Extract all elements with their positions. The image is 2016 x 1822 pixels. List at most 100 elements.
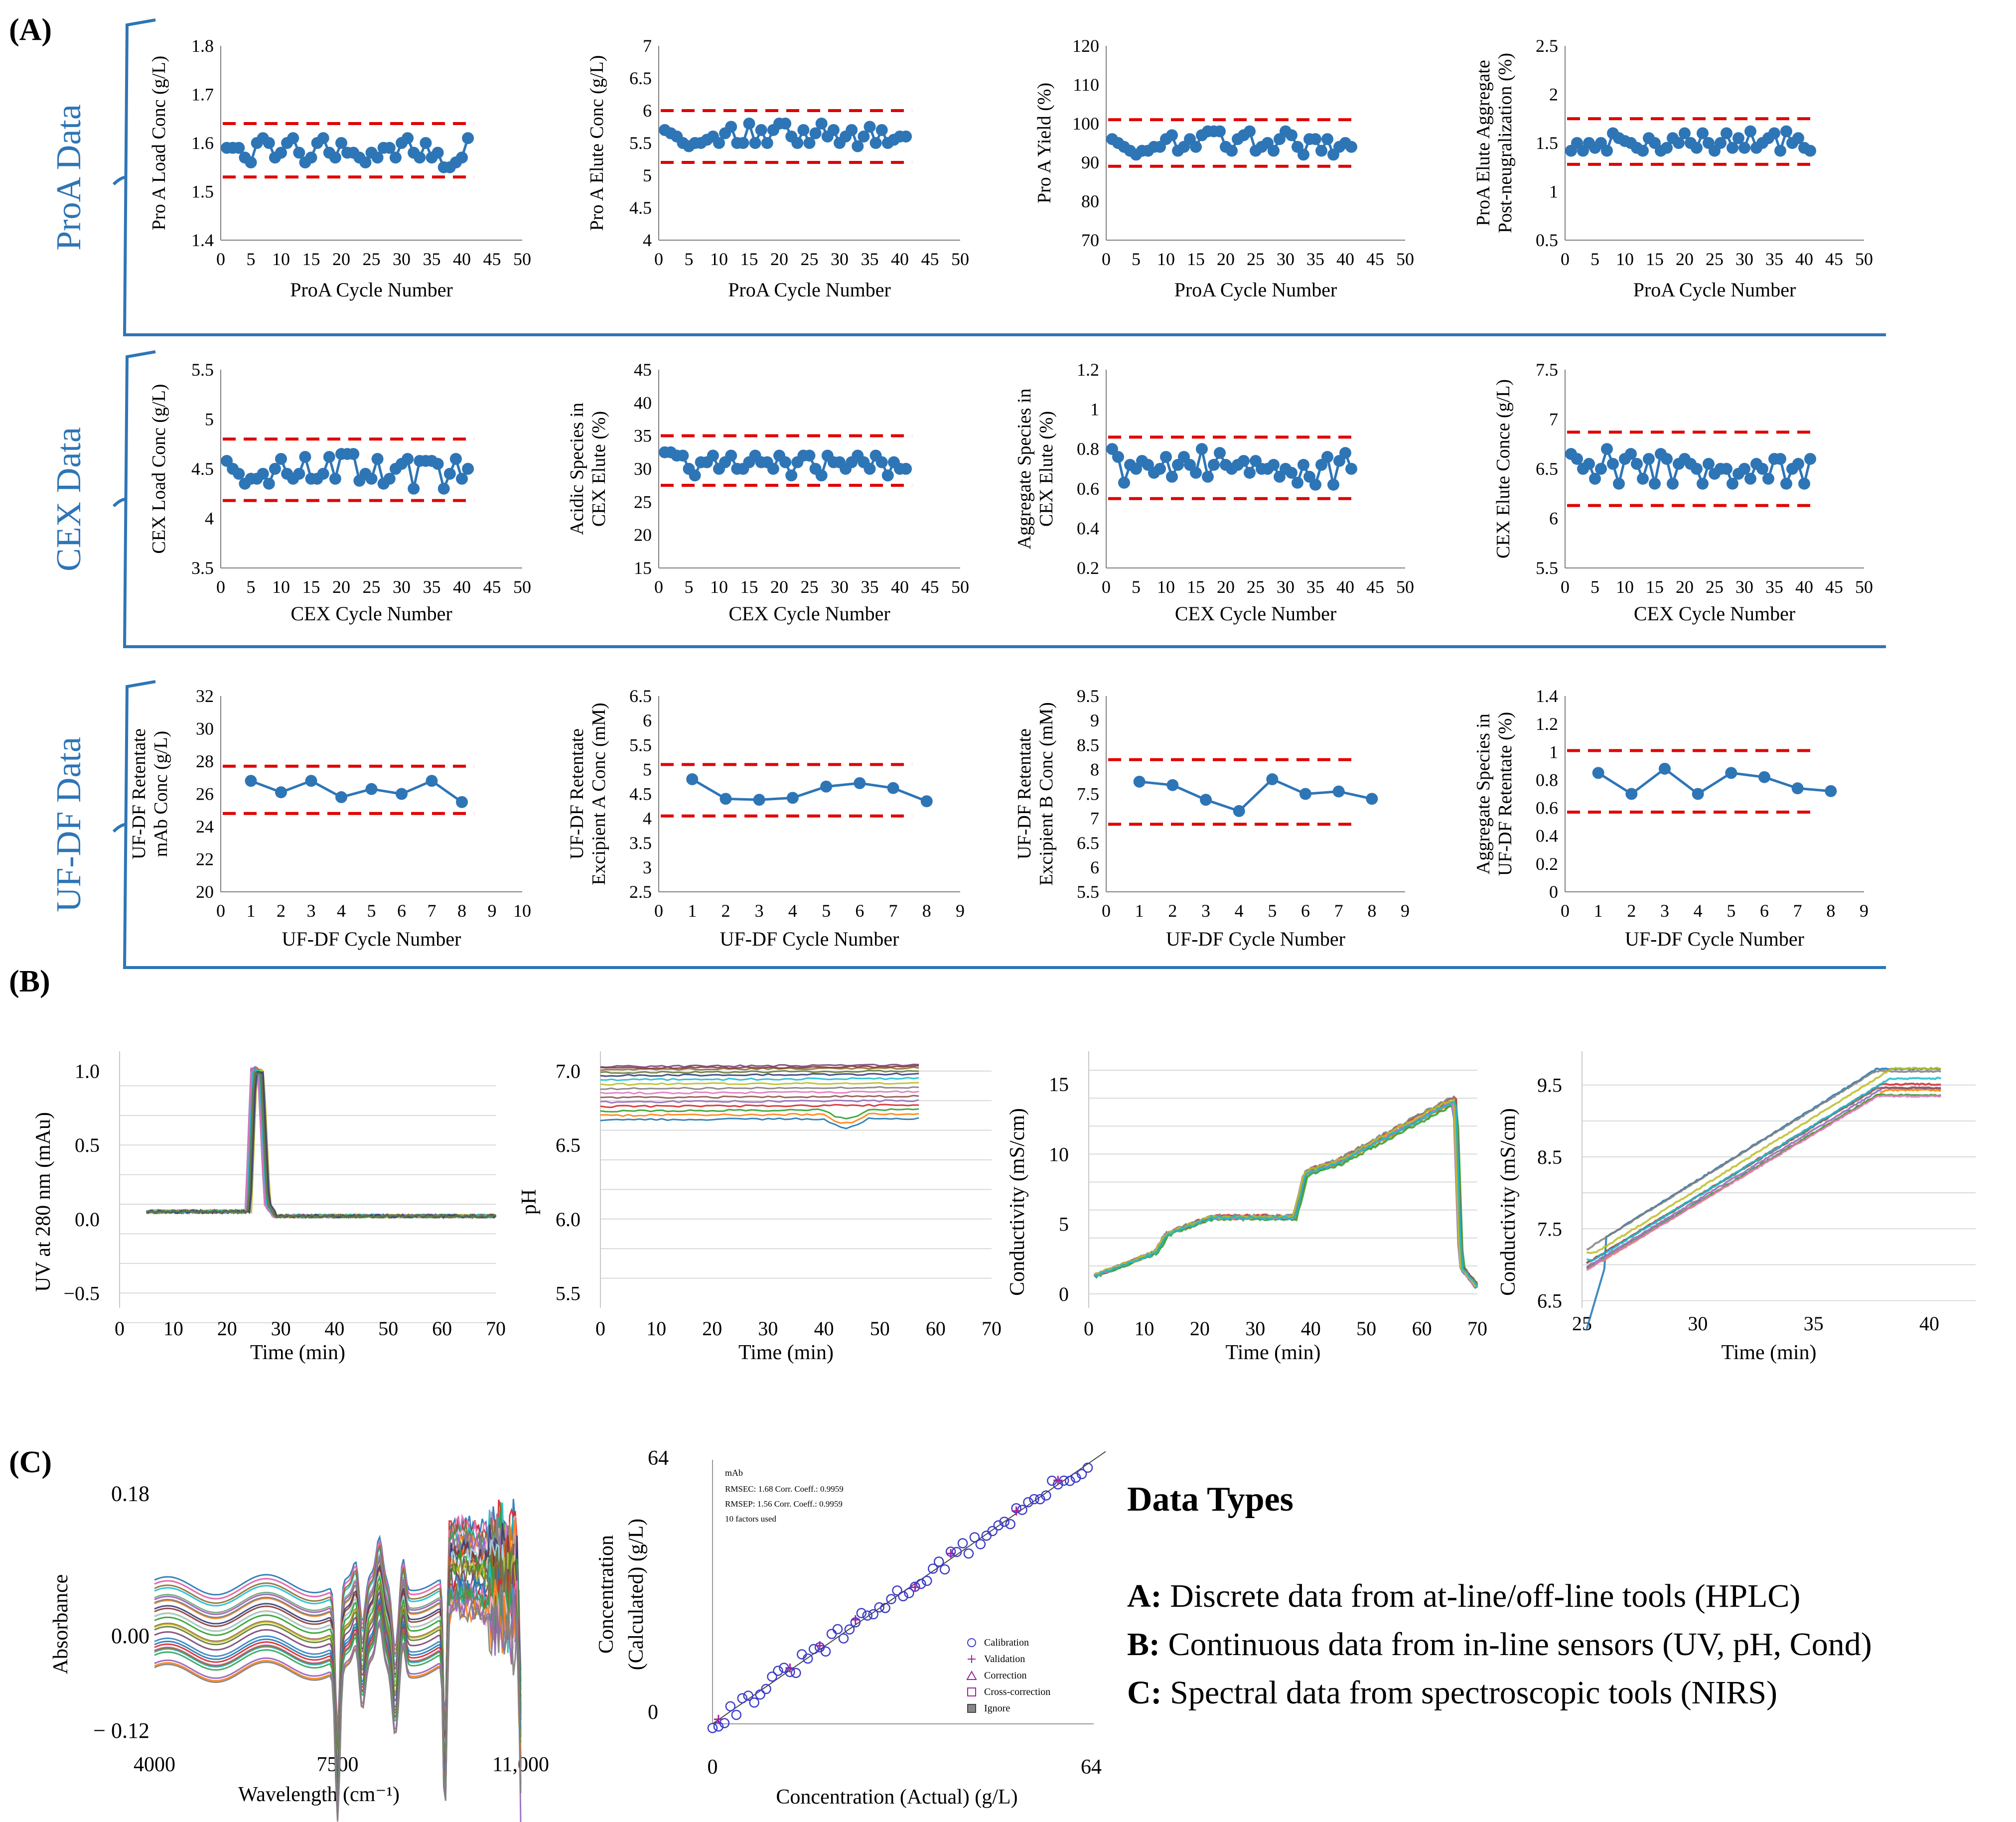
x-tick-label: 10 — [646, 1317, 666, 1340]
y-tick-label: 6 — [643, 101, 652, 121]
y-tick-label: 1 — [1090, 400, 1099, 420]
calibration-point — [773, 1666, 783, 1676]
y-tick-label: 6.0 — [556, 1208, 580, 1231]
data-point — [864, 463, 876, 475]
x-tick-label: 40 — [453, 249, 471, 269]
y-axis-label: (Calculated) (g/L) — [625, 1519, 648, 1670]
trace-line — [600, 1095, 919, 1099]
trace-line — [600, 1117, 919, 1129]
x-tick-label: 6 — [1301, 901, 1310, 921]
calibration-point — [1082, 1462, 1093, 1473]
x-tick-label: 9 — [1401, 901, 1410, 921]
x-tick-label: 20 — [770, 577, 788, 597]
group-bracket-proa: ProA Data — [50, 18, 1886, 336]
trace-line — [1586, 1093, 1942, 1269]
y-tick-label: 4 — [643, 230, 652, 250]
data-point — [329, 151, 341, 164]
x-tick-label: 40 — [891, 577, 909, 597]
calibration-point — [737, 1693, 748, 1703]
x-axis-label: CEX Cycle Number — [1175, 602, 1336, 625]
x-tick-label: 5 — [1590, 577, 1599, 597]
data-point — [767, 463, 779, 475]
y-tick-label: 1.5 — [1536, 133, 1558, 153]
trace-line — [600, 1108, 919, 1120]
trace-line — [145, 1066, 496, 1219]
x-tick-label: 15 — [1187, 249, 1205, 269]
data-point — [1697, 477, 1709, 490]
data-point — [1637, 472, 1649, 485]
data-point — [1190, 140, 1202, 153]
x-tick-label: 30 — [271, 1317, 291, 1340]
data-point — [1721, 127, 1732, 140]
data-point — [725, 121, 737, 133]
data-point — [335, 791, 347, 804]
stats-line: RMSEC: 1.68 Corr. Coeff.: 0.9959 — [725, 1484, 844, 1494]
x-tick-label: 0 — [115, 1317, 125, 1340]
y-tick-label: 0.6 — [1536, 798, 1558, 818]
x-tick-label: 3 — [307, 901, 316, 921]
trace-line — [600, 1063, 919, 1068]
y-tick-label: 25 — [634, 492, 652, 512]
y-tick-label: 0 — [648, 1701, 658, 1724]
data-point — [293, 146, 305, 159]
data-point — [1691, 463, 1703, 475]
data-point — [335, 137, 347, 149]
y-tick-label: 15 — [1049, 1073, 1069, 1096]
y-tick-label: 3 — [643, 857, 652, 877]
y-axis-label: CEX Elute (%) — [588, 411, 609, 527]
y-axis-label: UF-DF Retentate — [567, 728, 587, 859]
x-tick-label: 20 — [1676, 249, 1694, 269]
x-tick-label: 35 — [1306, 249, 1324, 269]
data-point — [1309, 478, 1321, 491]
calibration-point — [928, 1563, 938, 1574]
chart-a3: 70 80 90 100 110 120 0 5 10 15 20 25 30 35 40 45 50 ProA … — [1034, 36, 1414, 301]
x-tick-label: 30 — [758, 1317, 778, 1340]
data-point — [233, 467, 245, 480]
y-tick-label: 80 — [1081, 191, 1099, 211]
x-tick-label: 35 — [1765, 577, 1783, 597]
x-tick-label: 0 — [1102, 901, 1111, 921]
data-point — [389, 151, 402, 164]
y-tick-label: 35 — [634, 426, 652, 446]
x-tick-label: 40 — [1795, 249, 1813, 269]
chart-a1: 1.4 1.5 1.6 1.7 1.8 0 5 10 15 20 25 30 35 40 45 50 ProA … — [148, 36, 531, 301]
data-point — [293, 467, 305, 480]
y-tick-label: 1.2 — [1536, 714, 1558, 734]
x-tick-label: 10 — [272, 577, 290, 597]
trace-line — [1094, 1098, 1478, 1288]
y-tick-label: 0.6 — [1077, 479, 1099, 499]
data-point — [456, 796, 468, 808]
x-axis-label: CEX Cycle Number — [1634, 602, 1795, 625]
data-point — [887, 782, 899, 794]
data-point — [737, 137, 749, 149]
x-tick-label: 50 — [951, 577, 969, 597]
calibration-point — [898, 1591, 908, 1602]
calibration-point — [755, 1689, 765, 1700]
x-tick-label: 20 — [332, 249, 350, 269]
data-point — [743, 118, 755, 130]
x-tick-label: 35 — [423, 577, 441, 597]
calibration-point — [951, 1546, 962, 1557]
x-tick-label: 15 — [1646, 249, 1664, 269]
data-point — [1366, 793, 1378, 805]
data-point — [1266, 773, 1279, 786]
legend: Calibration Validation Correction Cross-cor… — [966, 1637, 1050, 1714]
y-tick-label: 9 — [1090, 710, 1099, 730]
data-point — [1643, 453, 1655, 465]
data-point — [1592, 767, 1604, 779]
stats-line: 10 factors used — [725, 1514, 776, 1524]
y-tick-label: 6.5 — [1077, 833, 1099, 853]
x-axis-label: Wavelength (cm⁻¹) — [238, 1783, 400, 1806]
data-point — [881, 469, 894, 482]
bracket-line — [123, 680, 1886, 969]
y-axis-label: UF-DF Retentate — [129, 728, 149, 859]
data-point — [371, 151, 384, 164]
x-tick-label: 30 — [831, 577, 849, 597]
x-tick-label: 6 — [1760, 901, 1769, 921]
trace-line — [600, 1082, 919, 1086]
x-tick-label: 60 — [926, 1317, 946, 1340]
x-tick-label: 25 — [801, 577, 819, 597]
trace-line — [1586, 1086, 1941, 1268]
calibration-point — [880, 1603, 890, 1613]
